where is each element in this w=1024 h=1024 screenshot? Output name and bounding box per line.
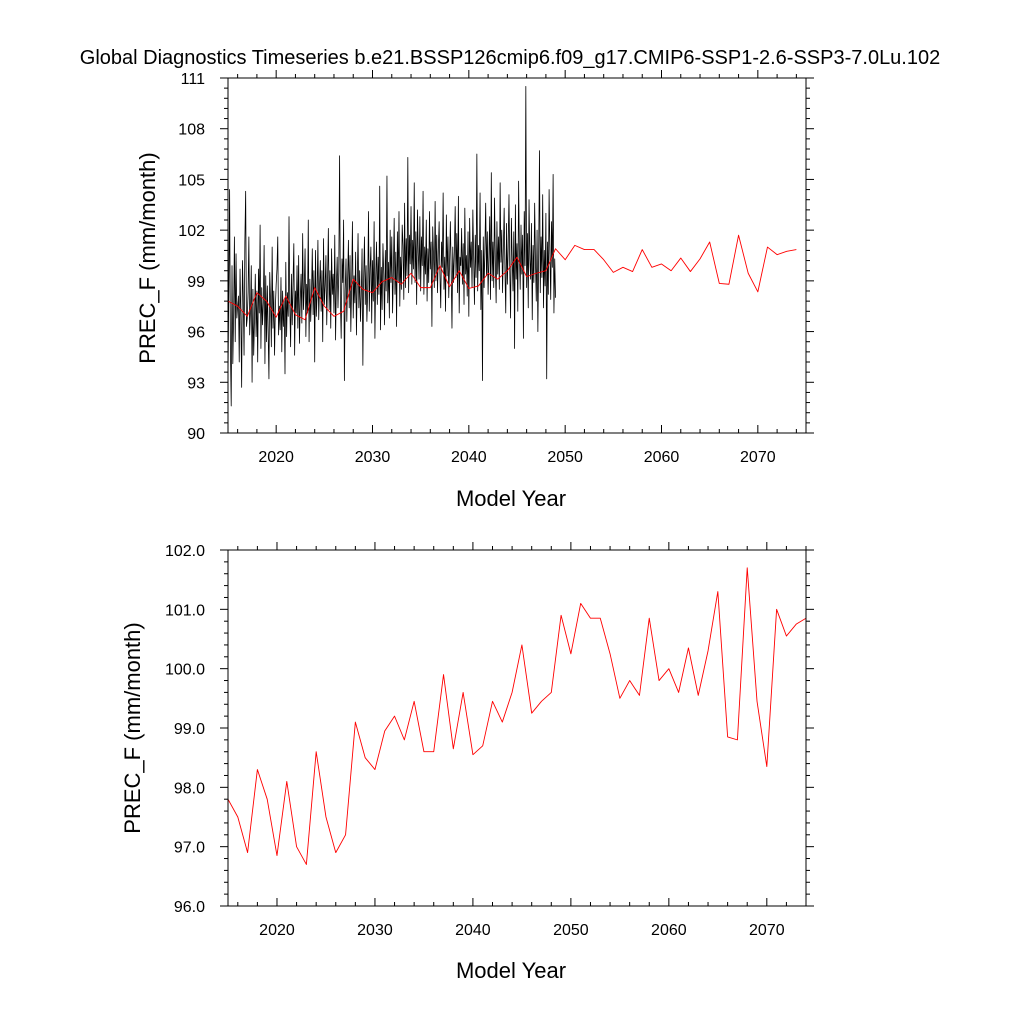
- top-x-tick-label: 2030: [355, 449, 391, 466]
- top-y-axis-title: PREC_F (mm/month): [135, 152, 160, 363]
- top-x-tick-label: 2060: [644, 449, 680, 466]
- top-y-tick-label: 90: [187, 426, 205, 443]
- bottom-panel-marks: [228, 567, 806, 865]
- bottom-y-tick-label: 101.0: [165, 602, 205, 619]
- top-plot-frame: [227, 77, 807, 434]
- bottom-panel-axes: 2020 2030 2040 2050 2060 2070 96.0 97.0 98.0 99.0…: [165, 542, 814, 939]
- bottom-y-tick-label: 102.0: [165, 543, 205, 560]
- bottom-x-tick-label: 2060: [651, 922, 687, 939]
- top-x-tick-label: 2040: [451, 449, 487, 466]
- top-y-tick-label: 99: [187, 274, 205, 291]
- bottom-x-tick-label: 2040: [455, 922, 491, 939]
- bottom-x-tick-label: 2030: [357, 922, 393, 939]
- top-x-tick-label: 2050: [547, 449, 583, 466]
- top-panel-marks: [228, 86, 797, 407]
- top-panel: 2020 2030 2040 2050 2060 2070 90 93 96 99 102 105 10…: [135, 70, 814, 511]
- bottom-series-line-annual: [228, 567, 806, 865]
- bottom-x-tick-label: 2050: [553, 922, 589, 939]
- top-x-axis-title: Model Year: [456, 486, 566, 511]
- bottom-y-axis-title: PREC_F (mm/month): [120, 622, 145, 833]
- top-panel-axes: 2020 2030 2040 2050 2060 2070 90 93 96 99 102 105 10…: [178, 70, 814, 466]
- top-series-line-annual: [228, 234, 797, 321]
- bottom-panel: 2020 2030 2040 2050 2060 2070 96.0 97.0 98.0 99.0…: [120, 542, 814, 983]
- bottom-y-tick-label: 98.0: [174, 780, 205, 797]
- top-y-tick-label: 93: [187, 375, 205, 392]
- top-x-tick-label: 2070: [740, 449, 776, 466]
- top-y-tick-label: 111: [181, 71, 205, 88]
- top-y-tick-label: 105: [178, 172, 205, 189]
- bottom-y-tick-label: 96.0: [174, 899, 205, 916]
- top-x-tick-label: 2020: [258, 449, 294, 466]
- bottom-x-tick-label: 2020: [259, 922, 295, 939]
- bottom-y-tick-label: 99.0: [174, 721, 205, 738]
- top-y-tick-label: 96: [187, 325, 205, 342]
- bottom-x-tick-label: 2070: [749, 922, 785, 939]
- bottom-x-axis-title: Model Year: [456, 958, 566, 983]
- bottom-y-tick-label: 100.0: [165, 662, 205, 679]
- top-y-tick-label: 108: [178, 122, 205, 139]
- top-y-tick-label: 102: [178, 223, 205, 240]
- top-panel-frame: [227, 77, 807, 434]
- chart-title: Global Diagnostics Timeseries b.e21.BSSP…: [80, 47, 940, 69]
- bottom-y-tick-label: 97.0: [174, 840, 205, 857]
- top-series-line-monthly: [228, 86, 556, 407]
